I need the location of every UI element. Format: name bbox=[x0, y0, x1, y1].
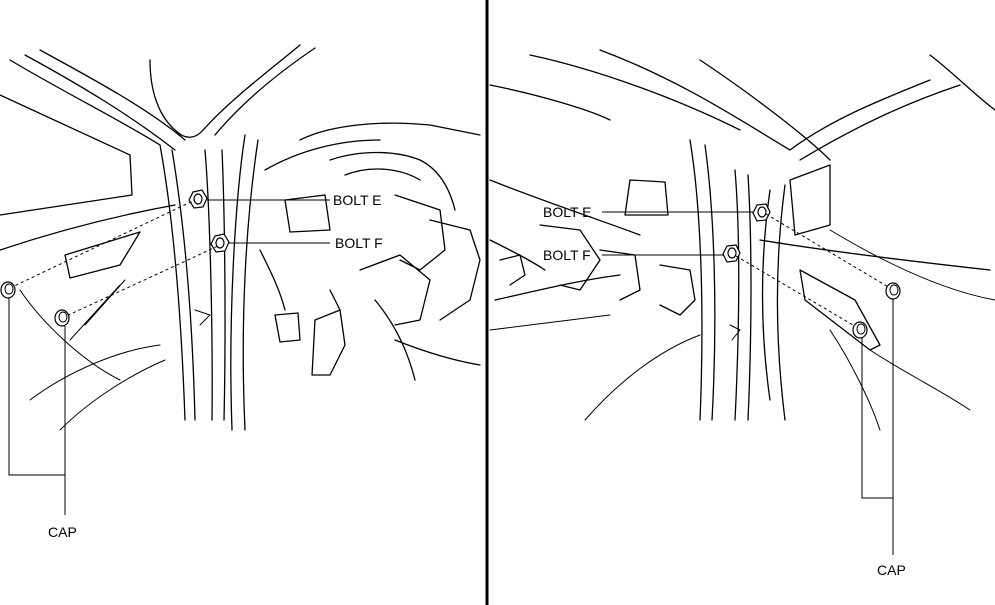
right-cap-leader bbox=[861, 299, 894, 499]
right-view: BOLT E BOLT F CAP bbox=[489, 49, 995, 578]
left-view: BOLT E BOLT F CAP bbox=[0, 44, 481, 540]
right-bolt-e-label: BOLT E bbox=[543, 204, 592, 220]
right-bolt-e-icon bbox=[752, 203, 771, 222]
left-cap-label: CAP bbox=[48, 524, 77, 540]
right-cap-label: CAP bbox=[877, 562, 906, 578]
left-bolt-e-label: BOLT E bbox=[333, 192, 382, 208]
left-cap-lower-icon bbox=[54, 309, 70, 327]
right-cap-e-guide bbox=[765, 213, 891, 289]
right-bolt-f-label: BOLT F bbox=[543, 247, 591, 263]
left-bolt-e-icon bbox=[188, 189, 208, 209]
left-cap-upper-icon bbox=[0, 281, 16, 299]
left-cap-leader bbox=[8, 298, 66, 476]
left-body-outline bbox=[0, 44, 481, 431]
right-bolt-f-icon bbox=[722, 244, 741, 263]
left-cap-f-guide bbox=[61, 245, 219, 319]
left-cap-e-guide bbox=[9, 199, 196, 289]
left-bolt-f-label: BOLT F bbox=[335, 235, 383, 251]
right-cap-upper-icon bbox=[885, 282, 901, 300]
right-body-outline bbox=[489, 49, 995, 431]
left-bolt-f-icon bbox=[210, 233, 230, 253]
right-cap-lower-icon bbox=[852, 321, 868, 339]
